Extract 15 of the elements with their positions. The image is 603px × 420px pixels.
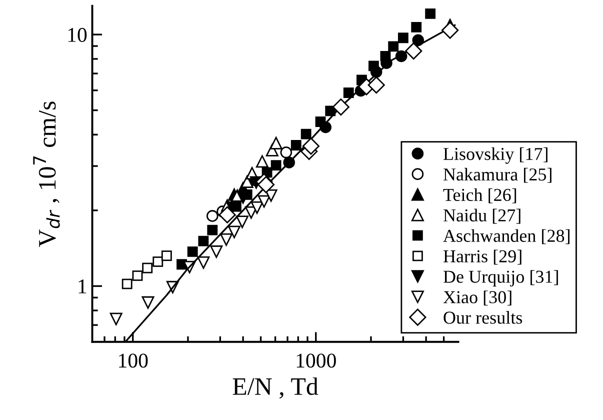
legend-label: Xiao [30] — [443, 290, 512, 306]
legend-label: De Urquijo [31] — [443, 270, 558, 287]
legend-label: Nakamura [25] — [443, 168, 552, 183]
y-tick-label: 10 — [68, 28, 87, 42]
legend-label: Lisovskiy [17] — [443, 147, 548, 164]
x-tick-label: 1000 — [296, 354, 336, 368]
x-axis-title: E/N , Td — [232, 377, 318, 399]
x-tick-label: 100 — [119, 354, 148, 368]
legend-label: Harris [29] — [443, 250, 522, 265]
legend-label: Aschwanden [28] — [443, 229, 570, 244]
legend-label: Naidu [27] — [443, 208, 520, 224]
legend-label: Our results — [444, 311, 522, 324]
y-tick-label: 1 — [78, 280, 86, 294]
legend-label: Teich [26] — [443, 188, 516, 204]
y-axis-title: V$_{dr}$ , 10$^{7}$ cm/s — [33, 102, 60, 247]
